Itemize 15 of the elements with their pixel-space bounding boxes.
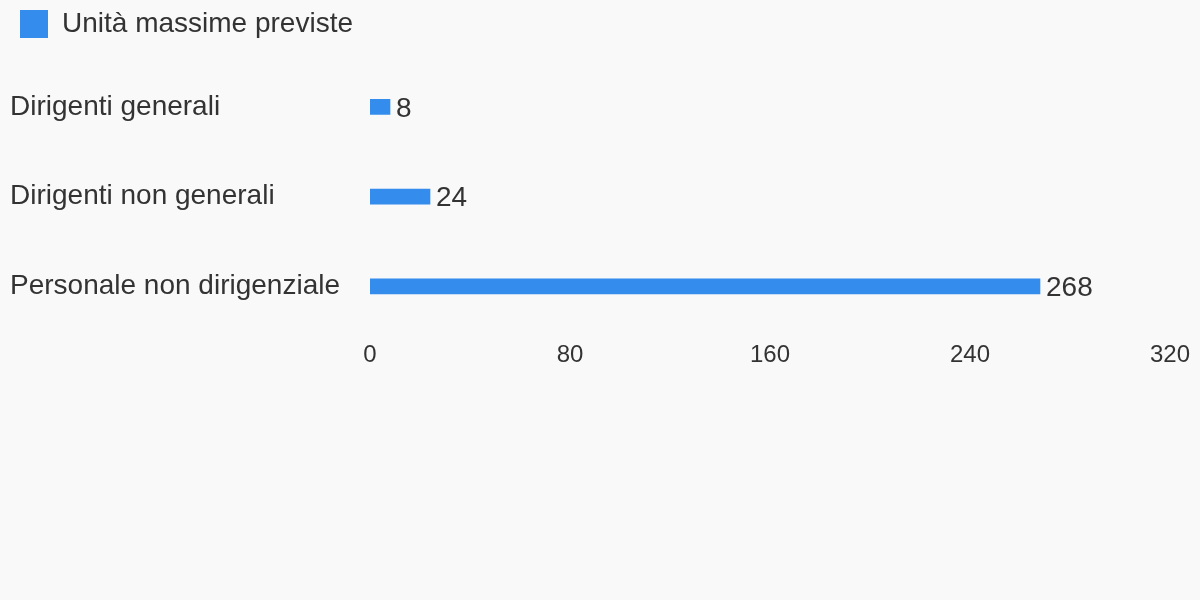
x-tick-label: 240 [949,340,991,368]
x-tick-label: 80 [556,340,584,368]
bar [370,99,391,115]
data-label: 24 [436,181,468,213]
data-label: 268 [1045,271,1093,303]
data-label: 8 [396,91,412,123]
legend-label: Unità massime previste [62,6,353,38]
x-tick-label: 0 [363,340,377,368]
x-tick-label: 160 [749,340,791,368]
y-tick-label: Dirigenti non generali [10,179,275,211]
bar [370,188,431,205]
bar [370,278,1041,295]
y-tick-label: Personale non dirigenziale [10,269,340,301]
y-tick-label: Dirigenti generali [10,89,221,121]
x-tick-label: 320 [1149,340,1190,368]
